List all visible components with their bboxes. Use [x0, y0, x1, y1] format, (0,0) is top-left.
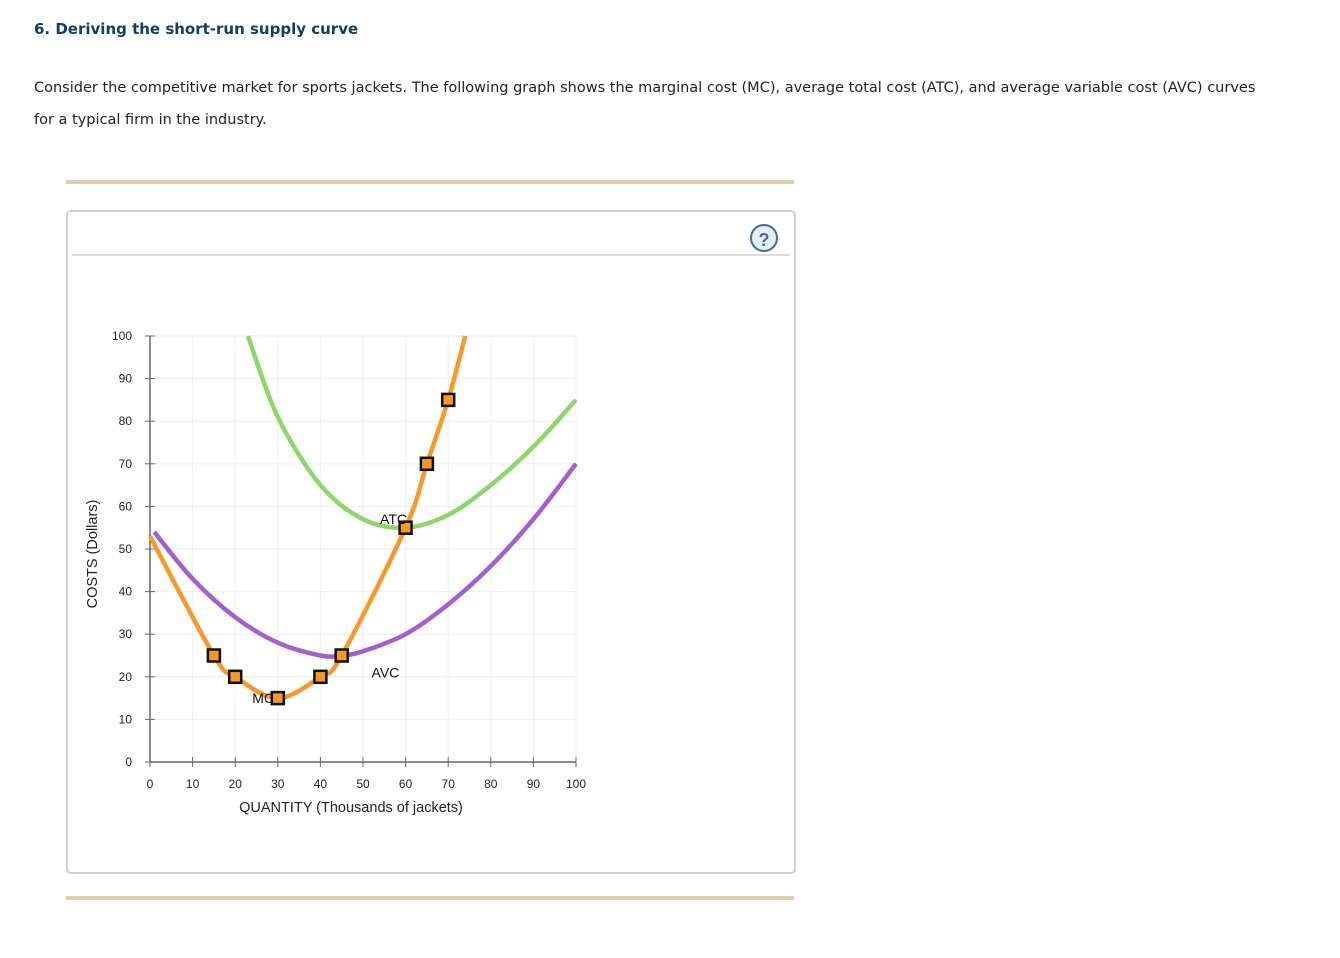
top-divider — [66, 180, 794, 184]
bottom-divider — [66, 896, 794, 900]
panel-header-divider — [72, 254, 790, 256]
help-icon[interactable]: ? — [750, 224, 778, 252]
page-title: 6. Deriving the short-run supply curve — [34, 20, 359, 38]
graph-panel: ? — [66, 210, 796, 874]
intro-text: Consider the competitive market for spor… — [34, 80, 1256, 128]
